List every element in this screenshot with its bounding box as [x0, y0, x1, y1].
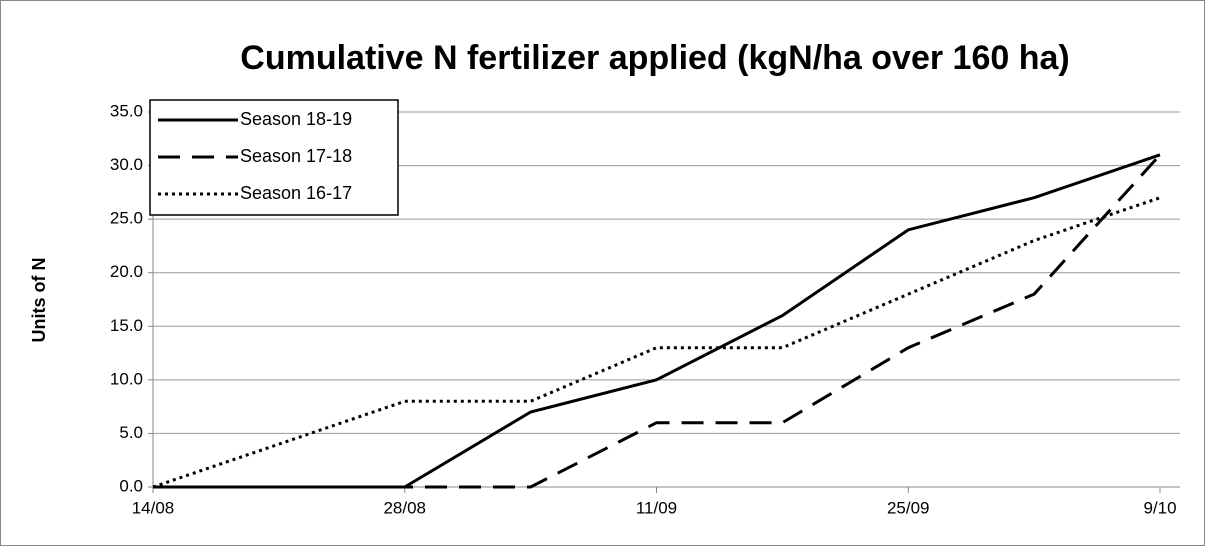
chart-title: Cumulative N fertilizer applied (kgN/ha … [240, 39, 1069, 77]
series-line [153, 153, 1161, 489]
legend-label: Season 17-18 [240, 146, 352, 166]
x-tick-label: 14/08 [132, 498, 175, 517]
x-tick-label: 25/09 [887, 498, 930, 517]
y-tick-label: 30.0 [110, 155, 143, 174]
y-tick-label: 0.0 [119, 476, 143, 495]
x-tick-label: 28/08 [383, 498, 426, 517]
y-tick-label: 35.0 [110, 101, 143, 120]
y-tick-label: 20.0 [110, 262, 143, 281]
y-tick-label: 25.0 [110, 209, 143, 228]
legend-label: Season 16-17 [240, 183, 352, 203]
x-tick-label: 11/09 [636, 498, 677, 517]
x-tick-label: 9/10 [1143, 498, 1176, 517]
y-tick-label: 15.0 [110, 316, 143, 335]
y-axis-label: Units of N [29, 258, 49, 343]
legend-label: Season 18-19 [240, 109, 352, 129]
y-tick-label: 5.0 [119, 423, 143, 442]
series-line [152, 196, 1161, 489]
y-tick-label: 10.0 [110, 369, 143, 388]
series-line [153, 153, 1162, 489]
